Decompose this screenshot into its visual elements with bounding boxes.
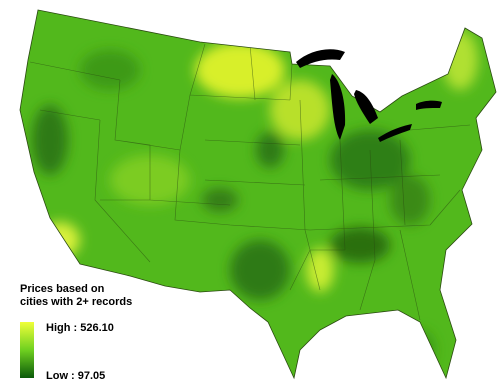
lake-erie	[378, 124, 412, 142]
legend-title-line: Prices based on	[20, 283, 105, 295]
legend: Prices based on cities with 2+ records H…	[20, 283, 132, 382]
state-borders	[29, 43, 471, 321]
lake-huron	[354, 90, 378, 124]
legend-high-label: High : 526.10	[46, 322, 114, 334]
lake-superior	[296, 49, 345, 68]
legend-title-line: cities with 2+ records	[20, 296, 132, 308]
legend-color-ramp	[20, 322, 34, 378]
us-outline	[19, 9, 497, 380]
legend-low-label: Low : 97.05	[46, 370, 105, 382]
lake-ontario	[416, 100, 442, 110]
great-lakes	[296, 49, 442, 142]
lake-michigan	[330, 74, 346, 140]
